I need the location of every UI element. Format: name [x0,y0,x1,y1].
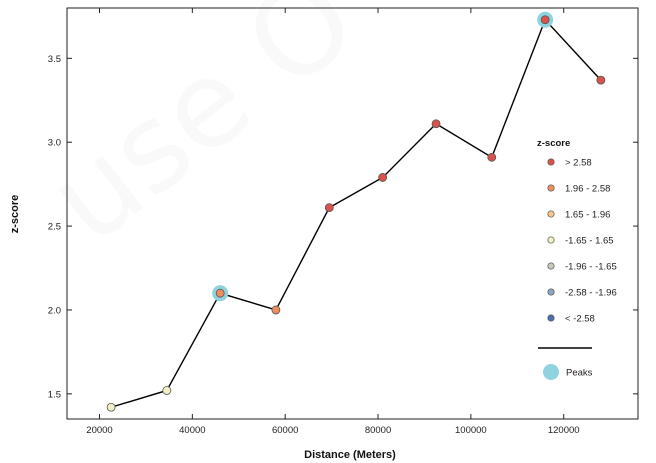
legend-label: -1.65 - 1.65 [565,236,614,247]
data-point [378,173,388,182]
legend-swatch [547,184,555,192]
data-point [596,75,606,85]
data-point [106,402,116,412]
legend-swatch [547,158,555,166]
legend-label: 1.96 - 2.58 [565,184,610,195]
data-point [487,152,497,162]
legend-label: < -2.58 [565,314,595,325]
y-tick-label: 2.0 [48,305,61,316]
y-axis-label: z-score [9,195,21,234]
y-tick-label: 2.5 [48,222,61,233]
x-tick-label: 100000 [455,425,487,436]
legend-swatch [547,236,555,244]
z-score-line [110,18,602,408]
legend-swatch [547,210,555,218]
data-point [162,386,172,395]
series-line [110,18,602,408]
legend-title: z-score [537,138,570,149]
x-tick-label: 120000 [548,425,580,436]
data-points [106,11,606,412]
legend-swatch [547,262,555,270]
x-axis-label: Distance (Meters) [304,449,396,461]
legend-label: -2.58 - -1.96 [565,288,617,299]
legend: z-score > 2.58 1.96 - 2.58 1.65 - 1.96 -1.65… [537,138,617,380]
data-point [324,203,334,213]
legend-peak-swatch [543,364,559,380]
legend-label: 1.65 - 1.96 [565,210,610,221]
x-tick-label: 20000 [86,425,112,436]
plot-border [66,7,639,420]
x-tick-label: 80000 [365,425,391,436]
y-tick-label: 1.5 [48,389,61,400]
data-point [431,119,441,129]
plot-frame [66,7,639,420]
y-axis-ticks: 1.5 2.0 2.5 3.0 3.5 [48,54,638,400]
legend-swatch [547,314,555,322]
x-tick-label: 40000 [179,425,205,436]
y-tick-label: 3.0 [48,138,61,149]
legend-label: > 2.58 [565,158,592,169]
data-point [540,15,550,25]
data-point [271,305,281,315]
legend-swatch [547,288,555,296]
x-axis-ticks: 20000 40000 60000 80000 100000 120000 [86,8,580,436]
legend-peaks-label: Peaks [566,368,593,379]
x-tick-label: 60000 [272,425,298,436]
y-tick-label: 3.5 [48,54,61,65]
legend-label: -1.96 - -1.65 [565,262,617,273]
data-point [215,288,225,298]
